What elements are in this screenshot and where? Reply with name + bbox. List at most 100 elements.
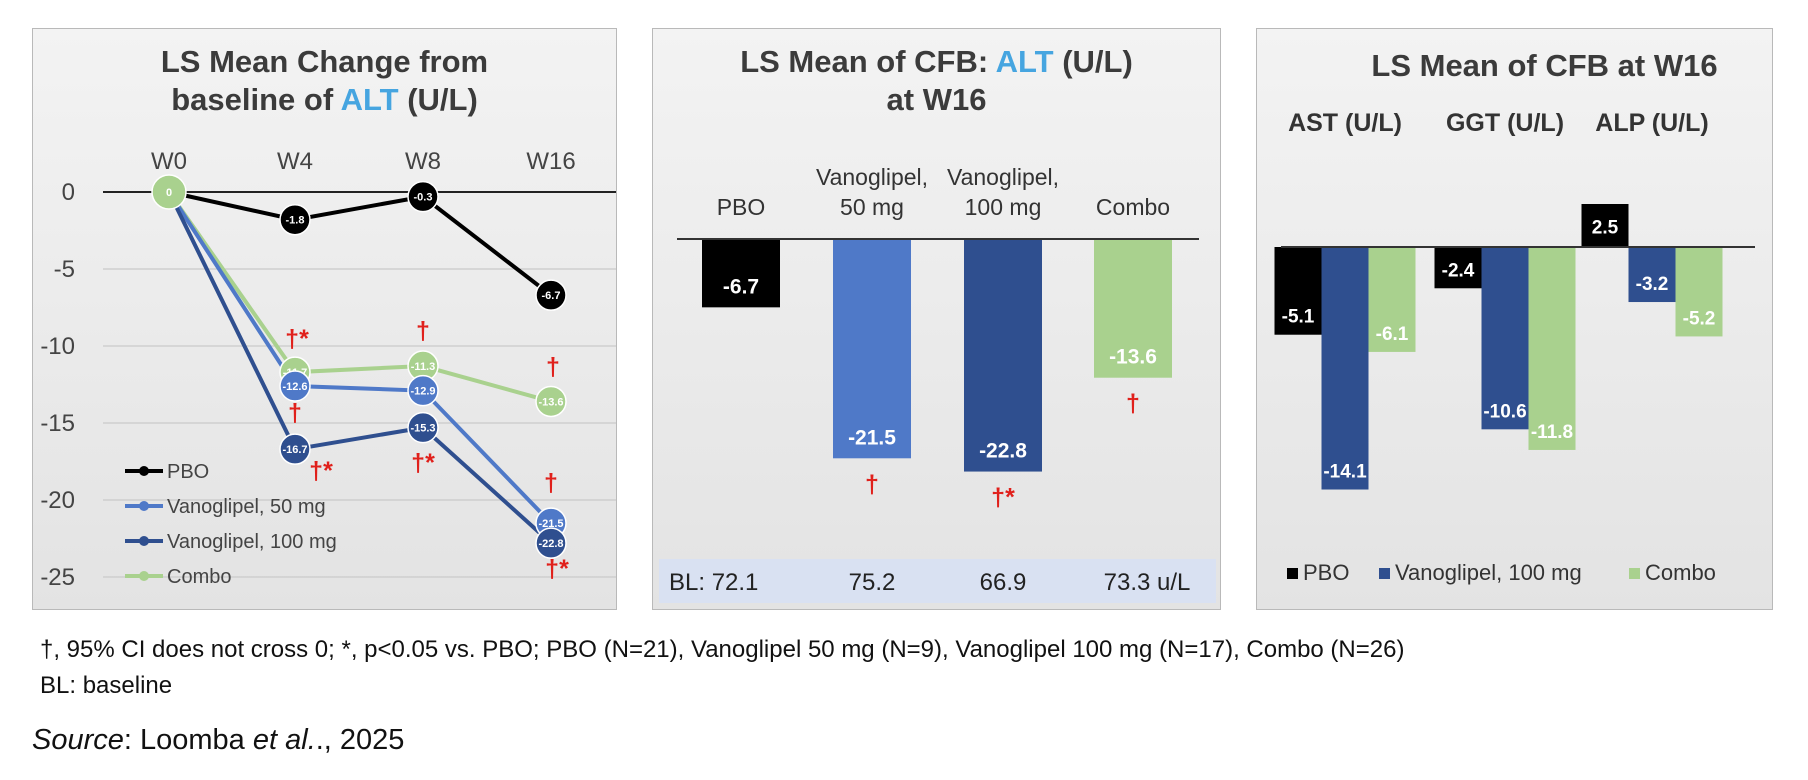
data-label: -21.5 <box>538 518 563 530</box>
x-tick-label: W8 <box>405 148 441 175</box>
data-point <box>407 374 439 407</box>
bar-value-label: -10.6 <box>1483 401 1526 422</box>
bar <box>1528 247 1576 450</box>
bar-value-label: -13.6 <box>1109 346 1157 369</box>
alt-bar-chart-title: LS Mean of CFB: ALT (U/L) at W16 <box>653 43 1220 119</box>
baseline-value: 73.3 u/L <box>1104 569 1191 596</box>
bar <box>1481 247 1529 430</box>
alt-bar-title-pre: LS Mean of CFB: <box>740 44 996 79</box>
data-label: -22.8 <box>538 538 563 550</box>
group-label: AST (U/L) <box>1288 109 1402 137</box>
footnote-line1: †, 95% CI does not cross 0; *, p<0.05 vs… <box>40 636 1405 663</box>
data-point <box>279 370 311 402</box>
line-chart-title-pre: baseline of <box>171 82 341 117</box>
bar <box>1094 239 1172 378</box>
data-point <box>535 385 567 418</box>
bar <box>964 239 1042 472</box>
line-chart-title-post: (U/L) <box>398 82 478 117</box>
significance-marker: †* <box>545 555 569 583</box>
bar-value-label: 2.5 <box>1592 218 1619 239</box>
bar-value-label: -2.4 <box>1442 260 1475 281</box>
data-label: -15.3 <box>410 423 435 435</box>
bar-value-label: -11.8 <box>1531 422 1573 443</box>
series-line-vanoglipel-50-mg <box>167 190 553 525</box>
significance-marker: † <box>416 317 430 345</box>
bar <box>1321 247 1369 490</box>
alt-bar-title-line2: at W16 <box>886 82 987 117</box>
line-chart-panel: LS Mean Change from baseline of ALT (U/L… <box>32 28 617 610</box>
significance-marker: † <box>1126 390 1140 418</box>
data-label: -13.6 <box>538 396 563 408</box>
category-label-line1: Vanoglipel, <box>816 164 928 190</box>
significance-marker: †* <box>309 457 333 485</box>
data-label: -16.7 <box>282 444 307 456</box>
category-label-line1: Vanoglipel, <box>947 164 1059 190</box>
liver-enzymes-panel: LS Mean of CFB at W16 AST (U/L) GGT (U/L)… <box>1256 28 1773 610</box>
group-label: ALP (U/L) <box>1595 109 1708 137</box>
bar-value-label: -5.2 <box>1683 308 1716 329</box>
y-tick-label: -25 <box>40 564 75 591</box>
significance-marker: †* <box>991 484 1015 512</box>
source-year: ., 2025 <box>315 724 405 756</box>
legend-swatch <box>1629 568 1640 579</box>
alt-bar-chart-panel: LS Mean of CFB: ALT (U/L) at W16 PBO Vano… <box>652 28 1221 610</box>
significance-marker: † <box>546 353 560 381</box>
bar <box>1368 247 1416 352</box>
source-citation: Source: Loomba et al.., 2025 <box>32 724 404 757</box>
significance-marker: † <box>288 399 302 427</box>
source-label: Source <box>32 724 124 756</box>
legend-marker <box>139 501 149 511</box>
data-label: -1.8 <box>286 215 305 227</box>
significance-marker: †* <box>411 449 435 477</box>
series-line-pbo <box>168 190 553 297</box>
x-tick-label: W4 <box>277 148 313 175</box>
data-point <box>151 174 187 210</box>
bar-value-label: -5.1 <box>1282 307 1315 328</box>
category-label: Combo <box>1096 194 1170 220</box>
y-tick-label: -10 <box>40 333 75 360</box>
line-chart: 0-5-10-15-20-25W0W4W8W160-11.7-11.3-13.6… <box>40 148 616 591</box>
legend-label: Combo <box>1645 560 1716 585</box>
bar-value-label: -3.2 <box>1636 274 1669 295</box>
bar <box>1581 204 1629 247</box>
category-label: 50 mg <box>840 194 904 220</box>
baseline-band <box>659 559 1216 603</box>
alt-bar-chart: PBO Vanoglipel, 50 mg Vanoglipel, 100 mg Comb… <box>659 164 1216 603</box>
data-point <box>407 180 439 213</box>
data-point <box>279 433 311 465</box>
significance-marker: †* <box>285 325 309 353</box>
baseline-label: BL: 72.1 <box>669 569 758 596</box>
category-label: PBO <box>717 194 766 220</box>
source-author: : Loomba <box>123 724 253 756</box>
alt-bar-title-post: (U/L) <box>1053 44 1133 79</box>
x-tick-label: W0 <box>151 148 187 175</box>
bar <box>1628 247 1676 303</box>
series-line-vanoglipel-100-mg <box>167 191 553 545</box>
bar <box>833 239 911 459</box>
bar <box>1675 247 1723 337</box>
line-chart-title: LS Mean Change from baseline of ALT (U/L… <box>33 43 616 119</box>
baseline-value: 66.9 <box>980 569 1027 596</box>
legend-marker <box>139 466 149 476</box>
data-label: -12.9 <box>410 386 435 398</box>
bar-value-label: -6.7 <box>723 275 759 298</box>
data-label: -0.3 <box>414 192 433 204</box>
bar <box>1434 247 1482 289</box>
line-chart-title-line1: LS Mean Change from <box>160 44 489 79</box>
data-label: -6.7 <box>542 290 561 302</box>
legend-swatch <box>1379 568 1390 579</box>
y-tick-label: -15 <box>40 410 75 437</box>
alt-bar-title-highlight: ALT <box>995 44 1054 79</box>
baseline-value: 75.2 <box>849 569 896 596</box>
legend-label: Combo <box>167 566 231 588</box>
bar-value-label: -6.1 <box>1376 324 1409 345</box>
line-chart-title-highlight: ALT <box>340 82 399 117</box>
legend-label: Vanoglipel, 100 mg <box>167 531 337 553</box>
legend-marker <box>139 536 149 546</box>
y-tick-label: -5 <box>54 256 75 283</box>
data-label: -11.3 <box>411 361 435 373</box>
category-label: 100 mg <box>965 194 1042 220</box>
bar-value-label: -22.8 <box>979 440 1027 463</box>
bar <box>702 239 780 308</box>
x-tick-label: W16 <box>526 148 575 175</box>
